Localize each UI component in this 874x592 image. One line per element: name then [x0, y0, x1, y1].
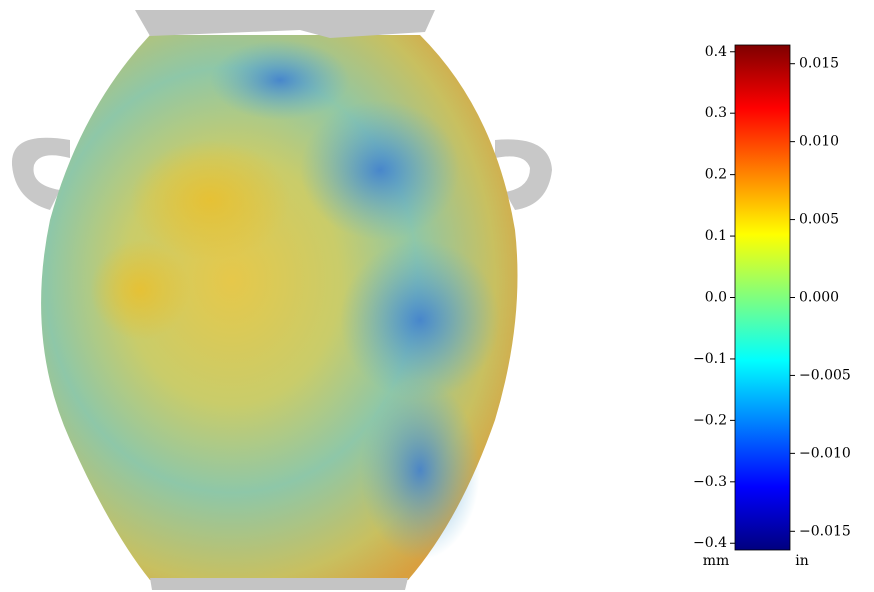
y-tick-label: 0.1 — [705, 228, 727, 244]
y2-tick-label: 0.000 — [799, 290, 839, 306]
vase-patch — [130, 140, 290, 260]
vase-base — [150, 578, 408, 590]
vase-patch — [360, 380, 480, 560]
vase-handle — [495, 139, 552, 210]
y2-tick-label: 0.010 — [799, 134, 839, 150]
vase-render — [11, 10, 552, 590]
y2-tick-label: 0.015 — [799, 56, 839, 72]
vase-patch — [340, 240, 500, 400]
y-tick-label: 0.0 — [705, 290, 727, 306]
y-tick-label: −0.1 — [693, 351, 727, 367]
vase-patch — [300, 100, 460, 240]
y-tick-label: −0.3 — [693, 474, 727, 490]
y2-tick-label: 0.005 — [799, 212, 839, 228]
vase-patch — [210, 40, 350, 120]
vase-handle — [11, 137, 70, 210]
y-tick-label: −0.2 — [693, 412, 727, 428]
colorbar — [734, 44, 791, 551]
y2-tick-label: −0.015 — [799, 523, 851, 539]
y2-tick-label: −0.010 — [799, 445, 851, 461]
y-axis-unit: mm — [703, 553, 730, 569]
y2-axis-unit: in — [795, 553, 809, 569]
y-tick-label: 0.4 — [705, 44, 727, 60]
y-tick-label: −0.4 — [693, 535, 727, 551]
y-tick-label: 0.2 — [705, 167, 727, 183]
y2-tick-label: −0.005 — [799, 367, 851, 383]
vase-rim — [135, 10, 435, 38]
y-tick-label: 0.3 — [705, 105, 727, 121]
vase-patch — [90, 240, 190, 340]
